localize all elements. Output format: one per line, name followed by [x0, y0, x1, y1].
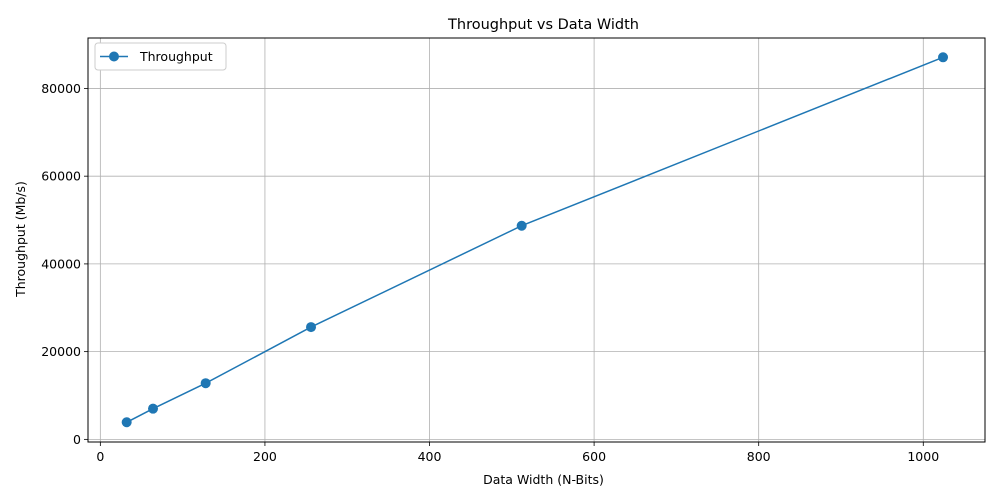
legend-marker — [109, 51, 119, 62]
x-tick-label: 1000 — [907, 449, 939, 464]
x-tick-label: 0 — [96, 449, 104, 464]
y-tick-label: 80000 — [41, 81, 81, 96]
data-point — [148, 403, 159, 414]
legend-label: Throughput — [139, 49, 213, 64]
data-point — [516, 220, 527, 231]
chart-title: Throughput vs Data Width — [447, 17, 639, 33]
y-tick-label: 0 — [73, 432, 81, 447]
data-point — [306, 322, 317, 333]
y-axis-label: Throughput (Mb/s) — [13, 181, 28, 298]
data-point — [938, 52, 949, 63]
x-tick-label: 800 — [747, 449, 771, 464]
axis-ticks: 0 200 400 600 800 1000 0 20000 40000 60000 80000 — [41, 81, 939, 464]
x-tick-label: 200 — [253, 449, 277, 464]
grid — [88, 38, 985, 442]
y-tick-label: 40000 — [41, 256, 81, 271]
y-tick-label: 20000 — [41, 344, 81, 359]
x-axis-label: Data Width (N-Bits) — [483, 472, 604, 487]
data-point — [121, 417, 132, 428]
series-layer — [121, 52, 949, 428]
legend: Throughput — [94, 42, 227, 71]
legend-box — [94, 42, 227, 71]
data-point — [200, 378, 211, 389]
series-line — [126, 56, 944, 423]
y-tick-label: 60000 — [41, 169, 81, 184]
x-tick-label: 600 — [582, 449, 606, 464]
plot-frame — [87, 37, 986, 443]
x-tick-label: 400 — [418, 449, 442, 464]
